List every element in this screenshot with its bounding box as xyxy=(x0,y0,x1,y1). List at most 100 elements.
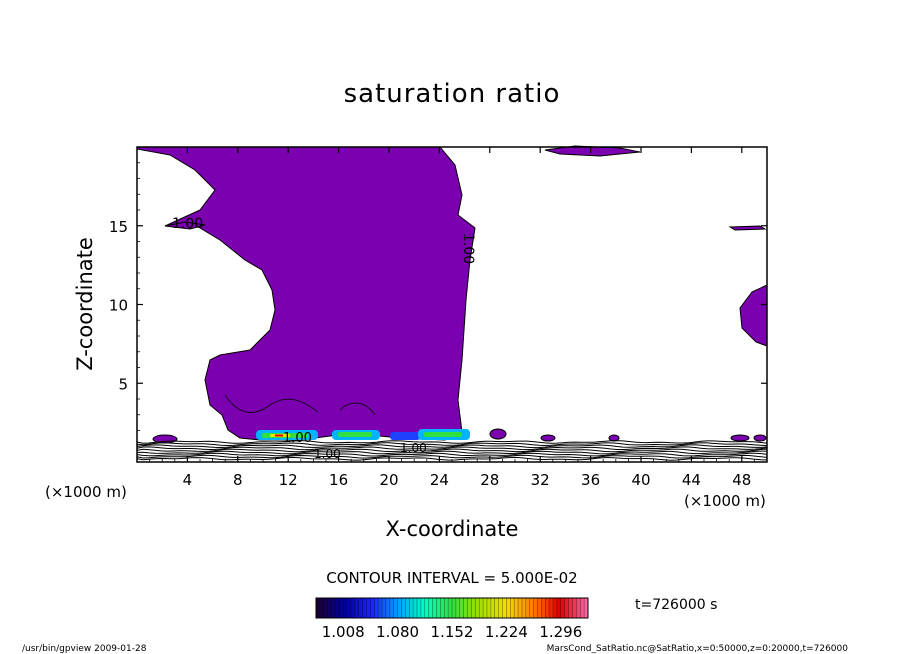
blob xyxy=(753,434,767,442)
colorbar-cell xyxy=(370,598,375,618)
colorbar-cell xyxy=(514,598,519,618)
blob xyxy=(608,434,620,442)
colorbar-cell xyxy=(452,598,457,618)
colorbar-cell xyxy=(366,598,371,618)
colorbar-cell xyxy=(467,598,472,618)
colorbar-cell xyxy=(490,598,496,618)
contour-label: 1.00 xyxy=(460,233,476,264)
colorbar-tick-label: 1.224 xyxy=(485,623,528,641)
colorbar-cell xyxy=(436,598,441,618)
saturated-region-main xyxy=(136,146,476,441)
colorbar-cell xyxy=(568,598,573,618)
footer-left: /usr/bin/gpview 2009-01-28 xyxy=(22,644,147,654)
colorbar-cell xyxy=(510,598,515,618)
chart-title: saturation ratio xyxy=(344,79,561,109)
colorbar-tick-label: 1.296 xyxy=(539,623,582,641)
saturated-region-top-right xyxy=(544,145,641,157)
colorbar-cell xyxy=(327,598,332,618)
saturated-region-right-streak xyxy=(728,225,767,231)
x-tick-label: 48 xyxy=(732,471,751,489)
saturated-region-right-blob xyxy=(739,284,768,347)
colorbar-cell xyxy=(444,598,449,618)
ground-contour-lines xyxy=(136,440,768,461)
x-tick-label: 28 xyxy=(480,471,499,489)
colorbar-cell xyxy=(455,598,461,618)
colorbar-cell xyxy=(580,598,585,618)
x-tick-label: 4 xyxy=(183,471,193,489)
plot-area xyxy=(136,145,768,461)
contour-line xyxy=(224,394,319,413)
colorbar-cell xyxy=(529,598,534,618)
colorbar-cell xyxy=(459,598,464,618)
colorbar-cell xyxy=(316,598,321,618)
ground-contour xyxy=(136,440,768,444)
x-unit-right: (×1000 m) xyxy=(684,492,766,510)
x-tick-label: 8 xyxy=(233,471,243,489)
colorbar-cell xyxy=(525,598,531,618)
colorbar-cell xyxy=(486,598,492,618)
colorbar-cell xyxy=(405,598,410,618)
contour-label: 1.00 xyxy=(400,441,427,455)
colorbar-cell xyxy=(393,598,398,618)
colorbar-cell xyxy=(521,598,527,618)
contour-label: 1.00 xyxy=(314,447,341,461)
colorbar-frame xyxy=(315,597,589,619)
x-unit-left: (×1000 m) xyxy=(45,483,127,501)
colorbar-cell xyxy=(432,598,437,618)
ground-contour xyxy=(136,446,768,451)
colorbar-cell xyxy=(354,598,360,618)
x-axis-label: X-coordinate xyxy=(386,517,519,541)
colorbar-cell xyxy=(494,598,499,618)
colorbar-cell xyxy=(401,598,406,618)
colorbar-cell xyxy=(319,598,325,618)
colorbar-cell xyxy=(502,598,507,618)
colorbar-cell xyxy=(331,598,336,618)
colorbar-tick-label: 1.080 xyxy=(376,623,419,641)
colorbar-cell xyxy=(576,598,581,618)
colorbar-cell xyxy=(483,598,488,618)
colorbar-cell xyxy=(378,598,383,618)
saturated-region-left-streak xyxy=(164,221,206,230)
colorbar-cell xyxy=(389,598,395,618)
colorbar-cell xyxy=(374,598,379,618)
colorbar-cell xyxy=(584,598,589,618)
x-tick-label: 24 xyxy=(430,471,449,489)
contour-line xyxy=(339,402,376,416)
ground-contour xyxy=(136,442,768,447)
colorbar xyxy=(315,598,589,618)
colorbar-cell xyxy=(541,598,546,618)
colorbar-cell xyxy=(537,598,542,618)
contour-interval-label: CONTOUR INTERVAL = 5.000E-02 xyxy=(326,569,577,587)
x-tick-label: 12 xyxy=(279,471,298,489)
y-axis-label: Z-coordinate xyxy=(73,237,97,371)
x-tick-label: 44 xyxy=(682,471,701,489)
ground-contour xyxy=(136,448,768,453)
colorbar-cell xyxy=(518,598,523,618)
colorbar-cell xyxy=(362,598,367,618)
x-tick-label: 40 xyxy=(631,471,650,489)
colorbar-cell xyxy=(339,598,344,618)
colorbar-cell xyxy=(428,598,433,618)
colorbar-cell xyxy=(475,598,480,618)
ground-contour xyxy=(136,450,768,455)
colorbar-cell xyxy=(397,598,402,618)
colorbar-cell xyxy=(479,598,484,618)
footer-right: MarsCond_SatRatio.nc@SatRatio,x=0:50000,… xyxy=(547,644,849,654)
blob xyxy=(489,428,507,440)
blob xyxy=(730,434,750,442)
colorbar-cell xyxy=(335,598,340,618)
colorbar-cell xyxy=(385,598,391,618)
x-axis: 4 8 12 16 20 24 28 32 36 40 44 48 xyxy=(149,147,755,489)
colorbar-tick-label: 1.152 xyxy=(431,623,474,641)
time-label: t=726000 s xyxy=(635,597,717,613)
y-axis: 5 10 15 xyxy=(109,162,767,447)
colorbar-cell xyxy=(506,598,511,618)
colorbar-cell xyxy=(553,598,558,618)
colorbar-cell xyxy=(358,598,363,618)
y-tick-label: 5 xyxy=(118,375,128,393)
colorbar-cell xyxy=(409,598,414,618)
colorbar-cell xyxy=(323,598,328,618)
y-tick-label: 10 xyxy=(109,297,128,315)
ground-contour xyxy=(136,454,768,459)
